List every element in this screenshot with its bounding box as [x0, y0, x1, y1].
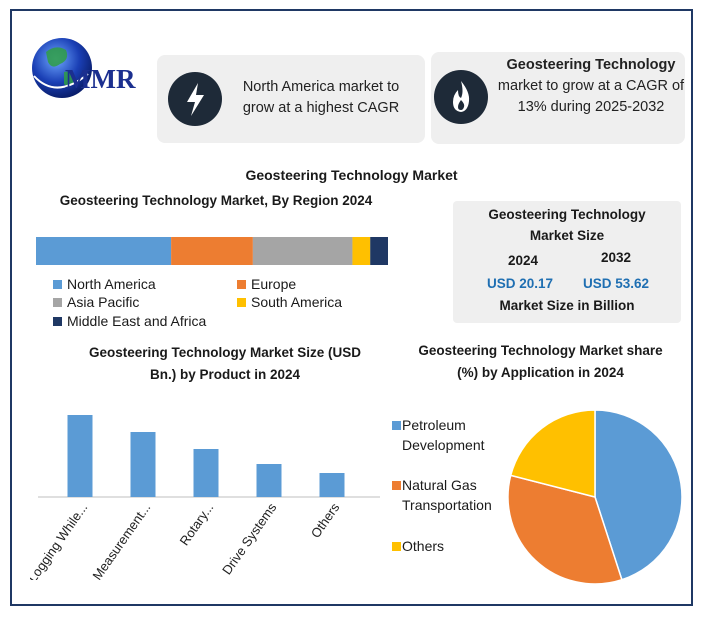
- legend-label: Asia Pacific: [67, 294, 140, 310]
- card-line: 13% during 2025-2032: [517, 99, 665, 115]
- legend-label: Europe: [251, 276, 297, 292]
- legend-swatch: [392, 481, 401, 490]
- legend-label: Development: [402, 437, 485, 453]
- card-line: Geosteering Technology: [506, 57, 676, 73]
- region-segment-europe: [171, 237, 253, 265]
- market-size-footer: Market Size in Billion: [499, 298, 635, 313]
- legend-label: Transportation: [402, 497, 492, 513]
- legend-label: Others: [402, 538, 445, 554]
- pie-slice-0: [594, 409, 683, 581]
- region-segment-north-america: [36, 237, 172, 265]
- product-bar-chart: Logging While...Measurement... Rotary... D…: [30, 415, 380, 580]
- card-line: grow at a highest CAGR: [242, 100, 400, 116]
- infographic-frame: [10, 9, 693, 606]
- legend-label: Natural Gas: [402, 477, 477, 493]
- globe-icon: [32, 38, 92, 98]
- application-pie-chart: [507, 409, 683, 585]
- fire-icon: [434, 70, 488, 124]
- product-chart-title: Geosteering Technology Market Size (USD …: [70, 342, 380, 386]
- product-title-line: Bn.) by Product in 2024: [149, 367, 301, 382]
- legend-swatch: [392, 421, 401, 430]
- x-tick-label: Measurement...: [89, 500, 153, 580]
- region-stacked-bar: [36, 237, 388, 265]
- legend-label: North America: [67, 276, 156, 292]
- legend-label: Petroleum: [402, 417, 466, 433]
- bar-0: [67, 415, 93, 497]
- application-chart-title: Geosteering Technology Market share (%) …: [398, 340, 683, 384]
- legend-label: South America: [251, 294, 343, 310]
- year-2024: 2024: [507, 253, 539, 268]
- bar-1: [130, 432, 156, 497]
- legend-swatch: [53, 316, 62, 326]
- application-title-line: Geosteering Technology Market share: [418, 343, 663, 358]
- highlight-card-cagr: Geosteering Technology market to grow at…: [431, 52, 685, 144]
- brand-logo: [26, 30, 151, 110]
- card-text: Geosteering Technology market to grow at…: [493, 55, 689, 118]
- legend-petroleum: Petroleum Development: [392, 415, 485, 455]
- legend-others: Others: [392, 536, 444, 556]
- legend-mea: Middle East and Africa: [53, 313, 206, 329]
- pie-slice-2: [509, 409, 596, 498]
- market-size-title-1: Geosteering Technology: [488, 207, 646, 222]
- region-segment-middle-east-and-africa: [370, 237, 388, 265]
- legend-asia-pacific: Asia Pacific: [53, 294, 139, 310]
- region-segment-asia-pacific: [252, 237, 353, 265]
- legend-swatch: [237, 297, 246, 307]
- application-title-line: (%) by Application in 2024: [457, 365, 624, 380]
- page-title: Geosteering Technology Market: [245, 167, 458, 183]
- legend-north-america: North America: [53, 276, 156, 292]
- legend-swatch: [237, 279, 246, 289]
- legend-south-america: South America: [237, 294, 342, 310]
- brand-logo-text: MMR: [65, 64, 136, 94]
- x-tick-label: Drive Systems: [219, 500, 280, 578]
- bar-4: [319, 473, 345, 497]
- market-size-title-2: Market Size: [529, 228, 605, 243]
- legend-label: Middle East and Africa: [67, 313, 207, 329]
- product-title-line: Geosteering Technology Market Size (USD: [88, 345, 362, 360]
- x-tick-label: Others: [308, 500, 343, 541]
- x-tick-label: Logging While...: [30, 500, 90, 580]
- highlight-card-north-america: North America market to grow at a highes…: [157, 55, 425, 143]
- value-2032: USD 53.62: [582, 276, 650, 291]
- card-text: North America market to grow at a highes…: [233, 77, 409, 119]
- legend-swatch: [392, 542, 401, 551]
- region-chart-title: Geosteering Technology Market, By Region…: [59, 193, 373, 208]
- market-size-box: Geosteering Technology Market Size 2024 …: [453, 201, 681, 323]
- year-2032: 2032: [600, 250, 632, 265]
- pie-slice-1: [507, 474, 623, 585]
- legend-natural-gas: Natural Gas Transportation: [392, 475, 492, 515]
- legend-swatch: [53, 279, 62, 289]
- legend-europe: Europe: [237, 276, 296, 292]
- card-line: market to grow at a CAGR of: [497, 78, 685, 94]
- value-2024: USD 20.17: [486, 276, 554, 291]
- region-segment-south-america: [352, 237, 371, 265]
- card-line: North America market to: [242, 79, 400, 95]
- bar-2: [193, 449, 219, 497]
- legend-swatch: [53, 297, 62, 307]
- x-tick-label: Rotary...: [177, 500, 217, 548]
- lightning-icon: [168, 72, 222, 126]
- bar-3: [256, 464, 282, 497]
